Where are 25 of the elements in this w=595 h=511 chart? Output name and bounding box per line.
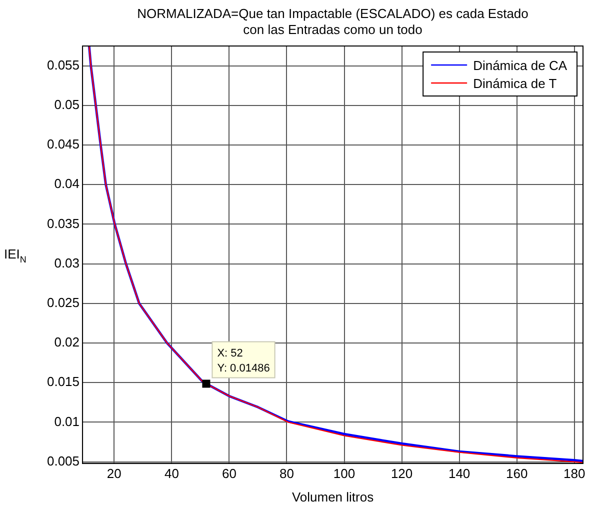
y-tick-label: 0.01: [54, 414, 80, 429]
legend-label: Dinámica de T: [473, 76, 557, 91]
x-tick-label: 40: [164, 466, 179, 481]
x-axis-title: Volumen litros: [292, 489, 374, 504]
y-tick-label: 0.035: [46, 216, 80, 231]
x-tick-label: 120: [390, 466, 413, 481]
y-tick-label: 0.045: [46, 136, 80, 152]
annotation: X: 52 Y: 0.01486: [217, 348, 270, 375]
legend-label: Dinámica de CA: [473, 58, 568, 73]
y-tick-label: 0.055: [46, 57, 80, 72]
x-tick-label: 160: [506, 466, 528, 481]
y-tick-label: 0.02: [54, 334, 80, 350]
x-tick-label: 60: [222, 466, 236, 481]
x-tick-label: 180: [564, 466, 586, 481]
y-tick-label: 0.05: [54, 96, 80, 112]
x-tick-label: 20: [106, 466, 122, 481]
x-tick-label: 140: [448, 466, 470, 481]
chart-title: NORMALIZADA=Que tan Impactable (ESCALADO) es cada Estado con las Entradas como un todo: [137, 6, 528, 37]
y-tick-label: 0.04: [54, 176, 80, 192]
y-tick-label: 0.015: [46, 374, 80, 390]
x-tick-label: 100: [333, 466, 356, 481]
y-tick-label: 0.025: [46, 294, 80, 310]
y-tick-label: 0.03: [54, 255, 80, 270]
y-tick-label: 0.005: [46, 453, 80, 468]
x-tick-label: 80: [280, 466, 294, 481]
